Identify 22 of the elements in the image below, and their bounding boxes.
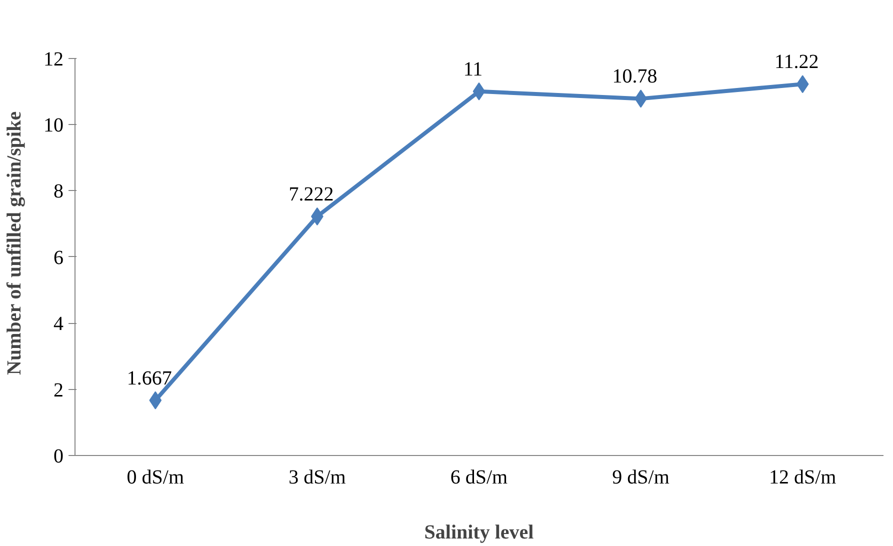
x-axis-title: Salinity level	[424, 522, 534, 544]
data-label: 10.78	[612, 66, 658, 88]
point	[149, 391, 162, 410]
data-label: 11	[463, 58, 483, 80]
x-tick-label: 6 dS/m	[450, 466, 508, 488]
y-tick-label: 12	[44, 48, 64, 70]
y-tick-label: 10	[44, 114, 64, 137]
point	[796, 75, 809, 94]
x-tick-label: 9 dS/m	[612, 466, 670, 488]
data-label: 11.22	[774, 51, 819, 74]
y-tick-label: 4	[54, 313, 64, 336]
y-tick-label: 8	[54, 180, 64, 203]
y-tick-label: 6	[54, 246, 64, 269]
y-tick-label: 2	[54, 379, 64, 402]
data-label: 1.667	[126, 367, 172, 390]
point	[472, 82, 486, 100]
data-label: 7.222	[288, 183, 334, 206]
x-tick-label: 3 dS/m	[288, 466, 346, 488]
y-tick-label: 0	[54, 446, 64, 468]
x-tick-label: 0 dS/m	[126, 466, 184, 488]
y-axis-title: Number of unfilled grain/spike	[4, 111, 26, 375]
x-tick-label: 12 dS/m	[768, 466, 837, 488]
